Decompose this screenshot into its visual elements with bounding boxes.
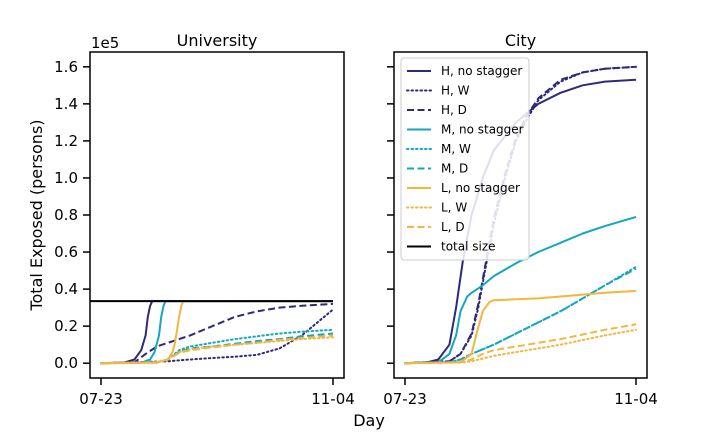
y-tick-label: 0.2 bbox=[54, 317, 78, 335]
series-group bbox=[90, 300, 334, 365]
x-tick-label: 11-04 bbox=[614, 390, 658, 408]
y-tick-label: 1.0 bbox=[54, 169, 78, 187]
x-tick-label: 07-23 bbox=[79, 390, 123, 408]
legend: H, no stagger H, W H, D M, no stagger M, W M,… bbox=[400, 57, 530, 261]
series-line bbox=[404, 323, 637, 365]
legend-label: H, D bbox=[441, 103, 467, 117]
y-tick-label: 0.0 bbox=[54, 354, 78, 372]
x-tick-label: 11-04 bbox=[311, 390, 355, 408]
y-tick-label: 0.8 bbox=[54, 206, 78, 224]
legend-label: M, no stagger bbox=[441, 123, 524, 137]
legend-label: L, W bbox=[441, 201, 467, 215]
figure-xlabel: Day bbox=[353, 411, 385, 430]
figure-ylabel: Total Exposed (persons) bbox=[27, 119, 46, 311]
axes-frame bbox=[89, 51, 345, 379]
legend-label: M, D bbox=[441, 162, 468, 176]
legend-label: L, no stagger bbox=[441, 181, 520, 195]
y-multiplier: 1e5 bbox=[91, 34, 119, 52]
legend-label: M, W bbox=[441, 142, 471, 156]
x-tick-label: 07-23 bbox=[383, 390, 427, 408]
y-tick-label: 0.4 bbox=[54, 280, 78, 298]
panel-1: City 07-23 11-04 H, no stagger H, W H, D M, no… bbox=[383, 31, 658, 408]
series-line bbox=[404, 289, 637, 365]
series-line bbox=[100, 308, 334, 365]
legend-label: total size bbox=[441, 240, 496, 254]
legend-box bbox=[400, 57, 530, 261]
y-tick-label: 1.2 bbox=[54, 132, 78, 150]
y-tick-label: 1.4 bbox=[54, 95, 78, 113]
y-tick-label: 0.6 bbox=[54, 243, 78, 261]
chart-title: University bbox=[177, 31, 258, 50]
legend-label: L, D bbox=[441, 220, 465, 234]
series-line bbox=[404, 267, 637, 365]
legend-label: H, no stagger bbox=[441, 64, 522, 78]
panel-0: University 0.0 0.2 0.4 0.6 0.8 1.0 1.2 1.4 1.6 07-… bbox=[54, 31, 355, 408]
series-line bbox=[100, 334, 334, 365]
series-line bbox=[404, 265, 637, 365]
chart-title: City bbox=[505, 31, 536, 50]
legend-label: H, W bbox=[441, 84, 470, 98]
series-line bbox=[100, 302, 334, 365]
series-line bbox=[404, 215, 637, 365]
series-line bbox=[404, 328, 637, 365]
y-tick-label: 1.6 bbox=[54, 58, 78, 76]
